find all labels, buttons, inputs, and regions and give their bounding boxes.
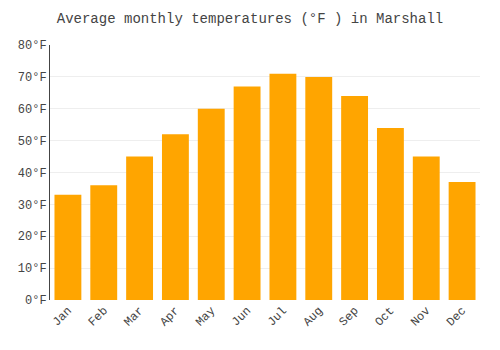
svg-text:Aug: Aug [301, 304, 326, 329]
svg-text:20°F: 20°F [18, 230, 47, 244]
svg-text:Nov: Nov [408, 304, 433, 329]
svg-text:Apr: Apr [157, 304, 182, 329]
svg-text:Sep: Sep [336, 304, 361, 329]
svg-text:50°F: 50°F [18, 135, 47, 149]
svg-text:Average monthly temperatures (: Average monthly temperatures (°F ) in Ma… [57, 11, 443, 27]
svg-text:80°F: 80°F [18, 39, 47, 53]
svg-text:Jun: Jun [229, 304, 254, 329]
svg-text:60°F: 60°F [18, 103, 47, 117]
svg-text:10°F: 10°F [18, 262, 47, 276]
svg-text:Jan: Jan [50, 304, 75, 329]
svg-text:Dec: Dec [444, 304, 469, 329]
svg-text:Jul: Jul [265, 304, 290, 329]
svg-text:Oct: Oct [372, 304, 397, 329]
svg-text:70°F: 70°F [18, 71, 47, 85]
svg-text:Mar: Mar [121, 304, 146, 329]
svg-text:Feb: Feb [86, 304, 111, 329]
svg-text:May: May [193, 304, 218, 329]
svg-text:40°F: 40°F [18, 167, 47, 181]
svg-text:0°F: 0°F [25, 294, 47, 308]
svg-text:30°F: 30°F [18, 199, 47, 213]
